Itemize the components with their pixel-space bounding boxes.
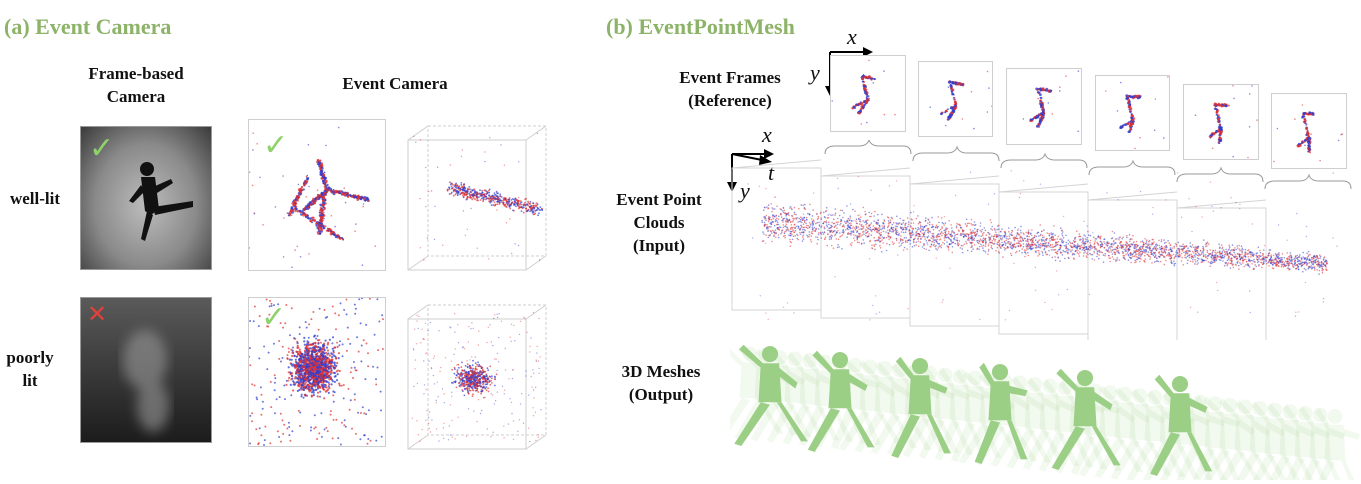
event-frames-label: Event Frames (Reference)	[679, 68, 781, 110]
person-silhouette	[129, 162, 193, 241]
event-point-cloud-volume	[731, 140, 1352, 340]
section-a-title: (a) Event Camera	[4, 14, 172, 39]
poorly-lit-event-volume	[407, 304, 547, 450]
event-scatter-well-lit	[249, 126, 377, 268]
well-lit-event-volume	[407, 125, 547, 271]
cloud-axes-icon	[727, 149, 774, 192]
row-label-poorly-lit: poorly lit	[6, 348, 54, 390]
frame-based-camera-label: Frame-based Camera	[88, 64, 184, 106]
poorly-lit-event-frame: ✓	[248, 297, 386, 447]
3d-mesh-sequence	[730, 344, 1361, 480]
check-mark: ✓	[261, 300, 287, 335]
event-scatter-poorly-lit	[249, 298, 384, 446]
axis-y-label: y	[810, 60, 820, 85]
3d-meshes-label: 3D Meshes (Output)	[621, 362, 701, 404]
cross-mark: ✕	[87, 300, 108, 328]
axis-x-label: x	[762, 122, 772, 147]
event-frame-6	[1271, 93, 1347, 169]
row-label-well-lit: well-lit	[9, 189, 61, 208]
event-camera-column-label: Event Camera	[342, 74, 448, 93]
well-lit-event-frame: ✓	[248, 119, 386, 271]
poorly-lit-frame-photo: ✕	[80, 297, 212, 443]
event-frame-4	[1095, 75, 1170, 151]
axis-y-label: y	[740, 178, 750, 203]
check-mark: ✓	[263, 128, 289, 163]
event-frame-5	[1183, 84, 1259, 160]
section-b-title: (b) EventPointMesh	[606, 14, 795, 39]
axis-x-label: x	[847, 24, 857, 49]
event-frame-3	[1006, 68, 1082, 145]
event-point-clouds-label: Event Point Clouds (Input)	[616, 190, 702, 255]
event-frame-2	[918, 61, 993, 137]
check-mark: ✓	[89, 131, 115, 166]
blurred-person	[123, 330, 169, 432]
axis-t-label: t	[768, 160, 775, 185]
well-lit-frame-photo: ✓	[80, 126, 212, 270]
event-frame-1	[830, 55, 906, 132]
